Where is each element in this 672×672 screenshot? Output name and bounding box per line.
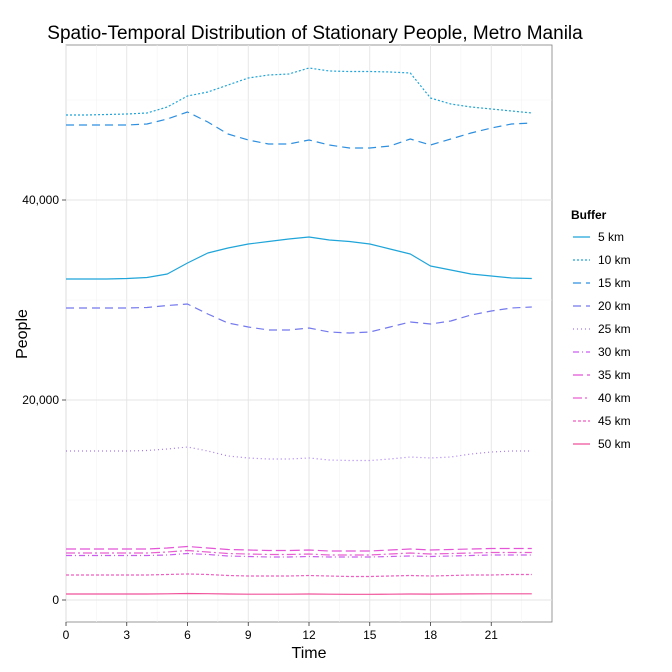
series-lines: [66, 67, 532, 595]
x-tick-label: 12: [302, 628, 316, 642]
y-tick-label: 20,000: [22, 393, 59, 407]
x-tick-label: 18: [424, 628, 438, 642]
y-tick-label: 0: [52, 593, 59, 607]
legend-label: 10 km: [598, 253, 631, 267]
axis-ticks: 0 3 6 9 12 15 18 21 0 20,000 40,000: [22, 193, 498, 642]
legend-label: 35 km: [598, 368, 631, 382]
series-line-40-km: [66, 549, 532, 556]
legend-title: Buffer: [571, 208, 607, 222]
legend: Buffer 5 km 10 km 15 km 20 km 25 km 30 km 35 k…: [571, 208, 631, 451]
legend-label: 15 km: [598, 276, 631, 290]
x-tick-label: 6: [184, 628, 191, 642]
legend-label: 50 km: [598, 437, 631, 451]
x-tick-label: 15: [363, 628, 377, 642]
legend-label: 30 km: [598, 345, 631, 359]
legend-label: 25 km: [598, 322, 631, 336]
grid-lines: [65, 45, 552, 622]
legend-label: 5 km: [598, 230, 624, 244]
x-tick-label: 0: [63, 628, 70, 642]
series-line-5-km: [66, 236, 532, 280]
x-tick-label: 21: [485, 628, 499, 642]
series-line-10-km: [66, 67, 532, 116]
x-tick-label: 3: [123, 628, 130, 642]
chart-title: Spatio-Temporal Distribution of Stationa…: [47, 23, 583, 44]
series-line-45-km: [66, 573, 532, 578]
series-line-15-km: [66, 111, 532, 149]
series-line-50-km: [66, 592, 532, 595]
x-axis-title: Time: [292, 645, 327, 662]
legend-label: 45 km: [598, 414, 631, 428]
legend-label: 20 km: [598, 299, 631, 313]
y-tick-label: 40,000: [22, 193, 59, 207]
series-line-20-km: [66, 303, 532, 334]
y-axis-title: People: [14, 309, 31, 359]
x-tick-label: 9: [245, 628, 252, 642]
series-line-35-km: [66, 545, 532, 552]
legend-label: 40 km: [598, 391, 631, 405]
